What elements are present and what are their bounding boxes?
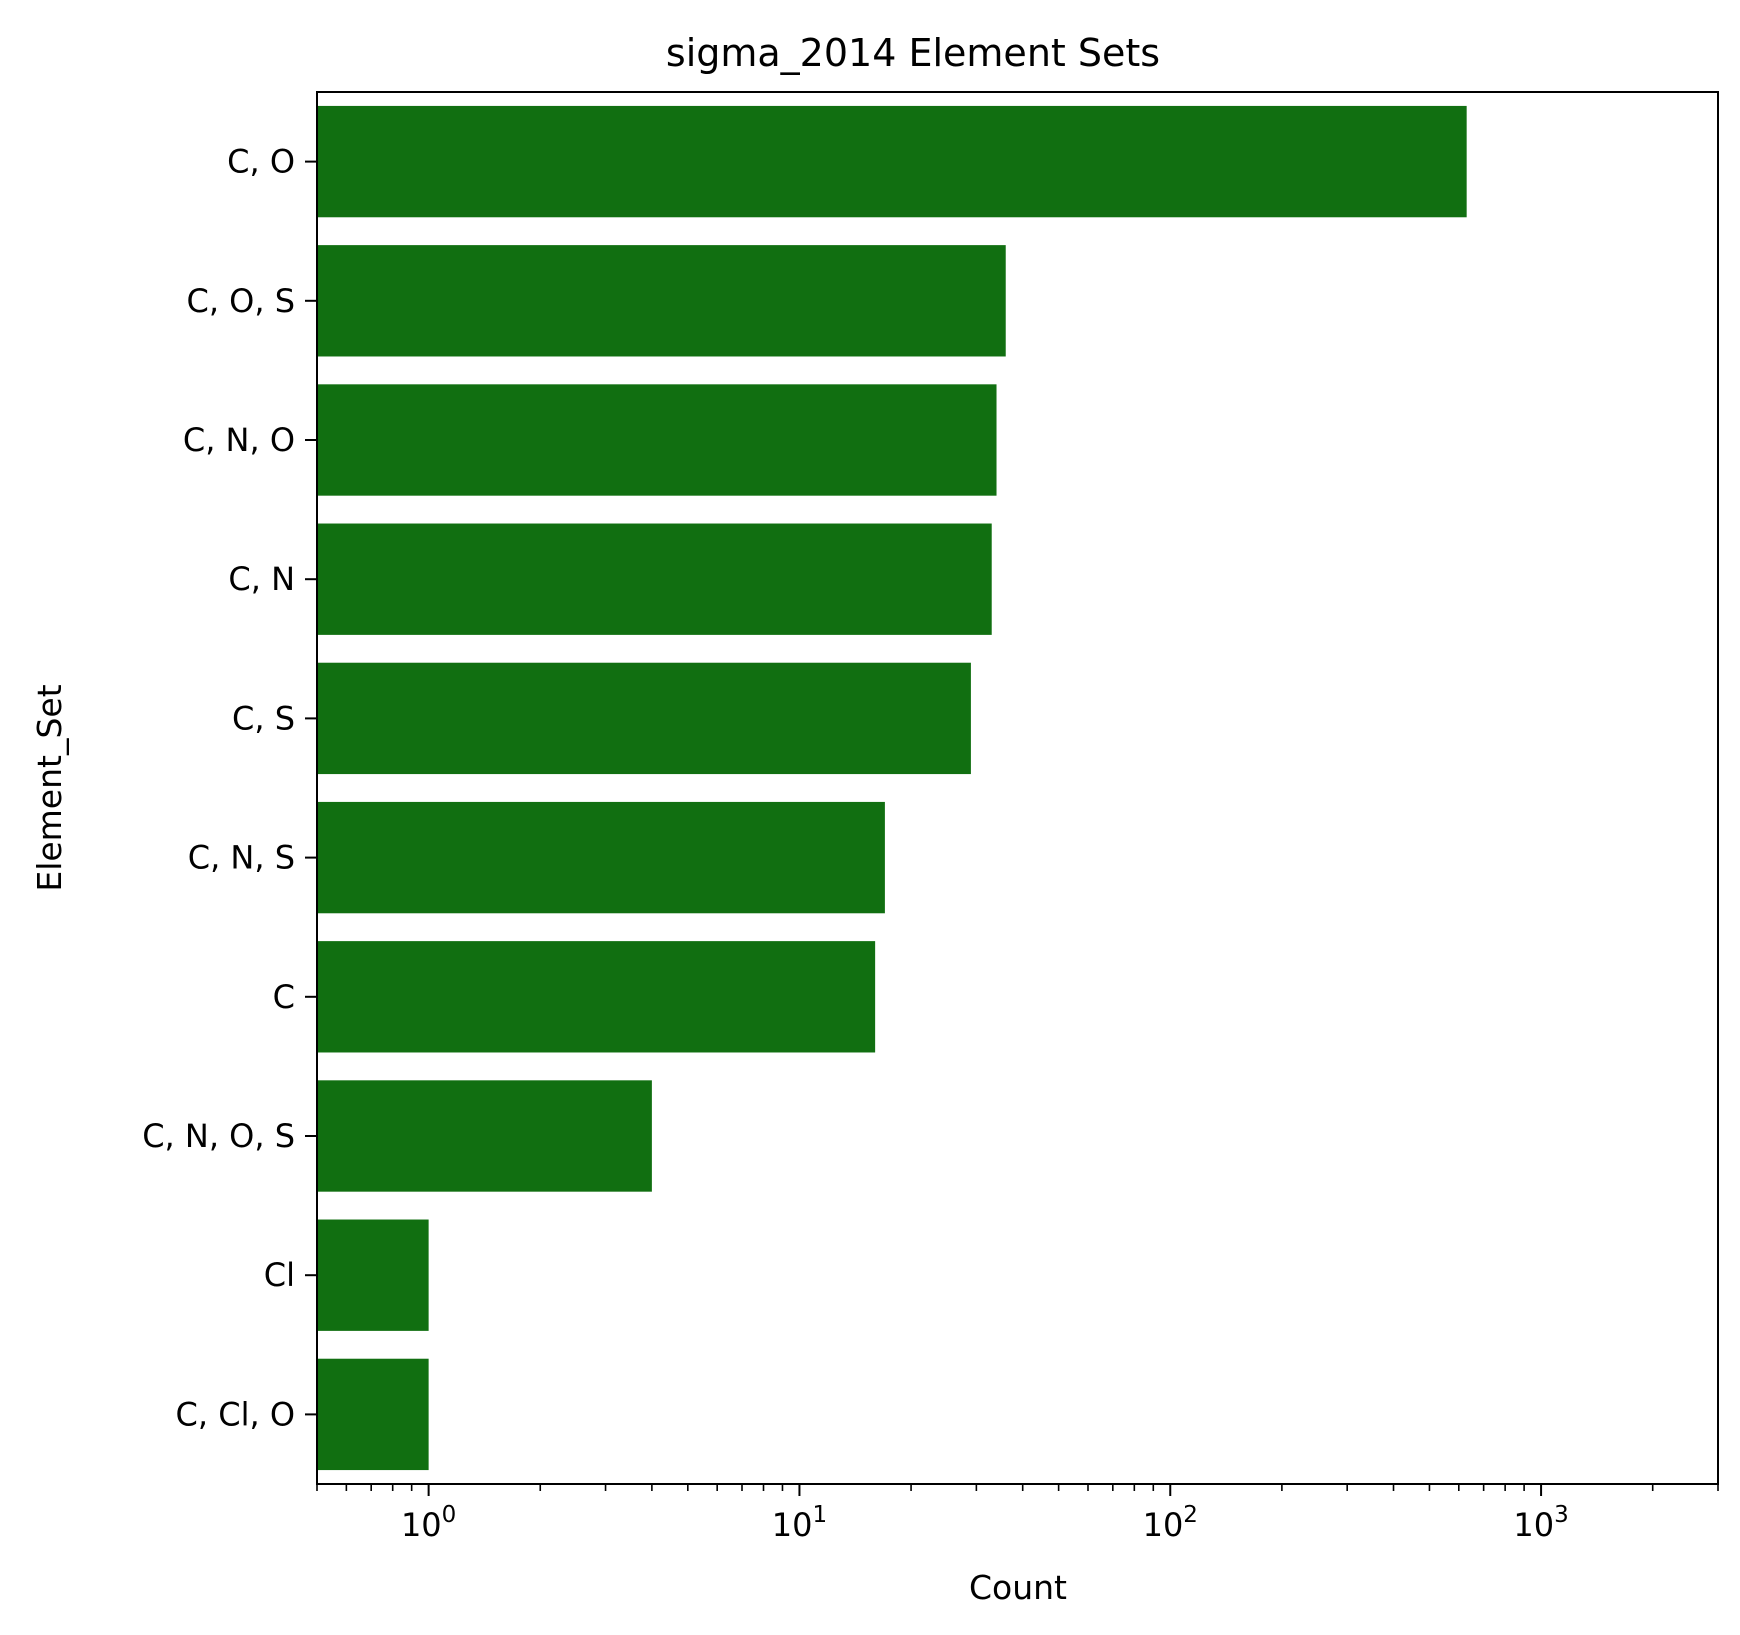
y-tick-label-7: C, N, O, S: [142, 1117, 295, 1155]
bar-5: [317, 801, 885, 914]
x-tick-exponent-2: 2: [1183, 1502, 1198, 1528]
x-axis-label: Count: [969, 1568, 1067, 1607]
y-axis: C, O C, O, S C, N, O C, N C, S C, N, S C C, N, …: [142, 143, 317, 1433]
bars-group: [317, 105, 1467, 1471]
bar-1: [317, 245, 1006, 357]
x-tick-label-0: 100: [401, 1502, 456, 1544]
x-axis: 100 101 102 103: [316, 1484, 1719, 1544]
x-tick-label-1: 101: [772, 1502, 827, 1544]
bar-0: [317, 105, 1467, 218]
x-tick-exponent-0: 0: [442, 1502, 457, 1528]
bar-2: [317, 384, 997, 496]
x-tick-exponent-1: 1: [812, 1502, 827, 1528]
bar-3: [317, 523, 992, 635]
plot-frame: [316, 91, 1719, 1485]
bar-9: [317, 1358, 429, 1471]
y-tick-label-5: C, N, S: [188, 839, 295, 877]
y-tick-label-4: C, S: [232, 699, 295, 737]
chart-title: sigma_2014 Element Sets: [666, 31, 1160, 75]
bar-6: [317, 941, 876, 1053]
y-tick-label-3: C, N: [228, 560, 295, 598]
y-axis-label: Element_Set: [30, 684, 69, 891]
bar-8: [317, 1219, 429, 1331]
bar-7: [317, 1080, 652, 1192]
y-tick-label-2: C, N, O: [183, 421, 295, 459]
y-tick-label-1: C, O, S: [186, 282, 295, 320]
x-tick-label-2: 102: [1143, 1502, 1198, 1544]
y-tick-label-6: C: [273, 978, 295, 1016]
y-tick-label-0: C, O: [227, 143, 295, 181]
bar-4: [317, 662, 971, 775]
y-tick-label-8: Cl: [264, 1256, 295, 1294]
x-tick-label-3: 103: [1513, 1502, 1568, 1544]
y-tick-label-9: C, Cl, O: [176, 1395, 295, 1433]
x-tick-exponent-3: 3: [1554, 1502, 1569, 1528]
